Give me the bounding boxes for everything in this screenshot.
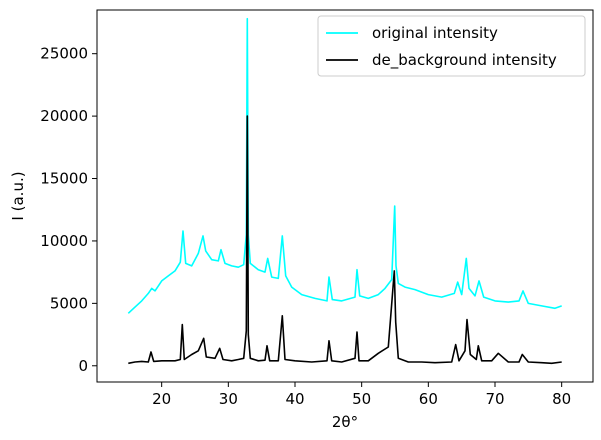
y-axis: 0 5000 10000 15000 20000 25000 [40, 45, 97, 375]
y-tick-label: 10000 [40, 232, 88, 250]
series-layer [127, 17, 562, 365]
y-tick-label: 15000 [40, 170, 88, 188]
series-de-background-intensity [128, 115, 562, 365]
x-tick-label: 60 [419, 390, 438, 408]
legend-label-original: original intensity [372, 24, 498, 42]
x-axis-label: 2θ° [332, 413, 358, 431]
x-tick-label: 30 [219, 390, 238, 408]
legend: original intensity de_background intensi… [317, 15, 586, 77]
legend-frame [317, 15, 586, 77]
legend-label-de-background: de_background intensity [372, 51, 557, 70]
x-tick-label: 70 [485, 390, 504, 408]
y-axis-label: I (a.u.) [9, 171, 27, 220]
y-tick-label: 0 [78, 357, 88, 375]
x-tick-label: 20 [152, 390, 171, 408]
plot-frame [96, 9, 594, 383]
x-tick-label: 40 [285, 390, 304, 408]
y-tick-label: 20000 [40, 107, 88, 125]
x-tick-label: 80 [552, 390, 571, 408]
x-axis: 20 30 40 50 60 70 80 [152, 382, 571, 408]
y-tick-label: 5000 [50, 294, 88, 312]
y-tick-label: 25000 [40, 45, 88, 63]
series-original-intensity [127, 17, 562, 314]
x-tick-label: 50 [352, 390, 371, 408]
